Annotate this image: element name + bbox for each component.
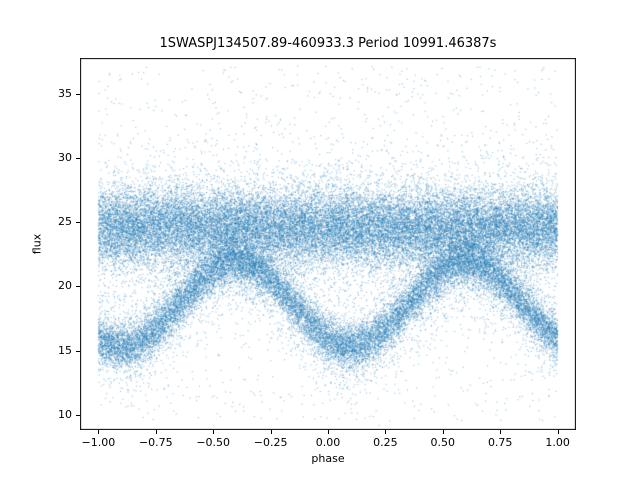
y-tick-label: 15 <box>58 343 72 357</box>
x-tick-label: 0.75 <box>487 436 513 449</box>
x-tick-mark <box>270 430 272 434</box>
y-tick-label: 35 <box>58 86 72 100</box>
x-tick-label: 0.50 <box>430 436 456 449</box>
x-tick-mark <box>98 430 100 434</box>
x-tick-mark <box>557 430 559 434</box>
x-tick-label: 1.00 <box>545 436 570 449</box>
x-tick-label: −0.75 <box>138 436 173 449</box>
y-tick-label: 20 <box>58 279 72 293</box>
y-tick-label: 30 <box>58 151 72 165</box>
x-tick-label: 0.25 <box>373 436 398 449</box>
y-tick-label: 10 <box>58 407 72 421</box>
x-tick-mark <box>385 430 387 434</box>
y-tick-mark <box>76 286 80 288</box>
y-tick-mark <box>76 222 80 224</box>
chart-title: 1SWASPJ134507.89-460933.3 Period 10991.4… <box>159 36 497 51</box>
y-tick-mark <box>76 158 80 160</box>
scatter-points-canvas <box>80 58 576 430</box>
x-tick-mark <box>155 430 157 434</box>
x-tick-mark <box>328 430 329 434</box>
x-tick-label: 0.00 <box>315 436 341 449</box>
x-tick-mark <box>442 430 444 434</box>
plot-area: −1.00 −0.75 −0.50 −0.25 0.00 0.25 0.50 0.75 1.00… <box>58 58 576 449</box>
y-tick-label: 25 <box>58 215 72 229</box>
x-tick-label: −1.00 <box>81 436 116 449</box>
y-tick-mark <box>76 93 80 95</box>
x-tick-label: −0.25 <box>253 436 288 449</box>
x-tick-mark <box>500 430 502 434</box>
x-tick-label: −0.50 <box>196 436 231 449</box>
x-tick-mark <box>213 430 215 434</box>
x-axis-label: phase <box>311 452 345 465</box>
y-tick-mark <box>76 414 80 416</box>
y-axis-label: flux <box>30 233 44 255</box>
y-tick-mark <box>76 350 80 352</box>
